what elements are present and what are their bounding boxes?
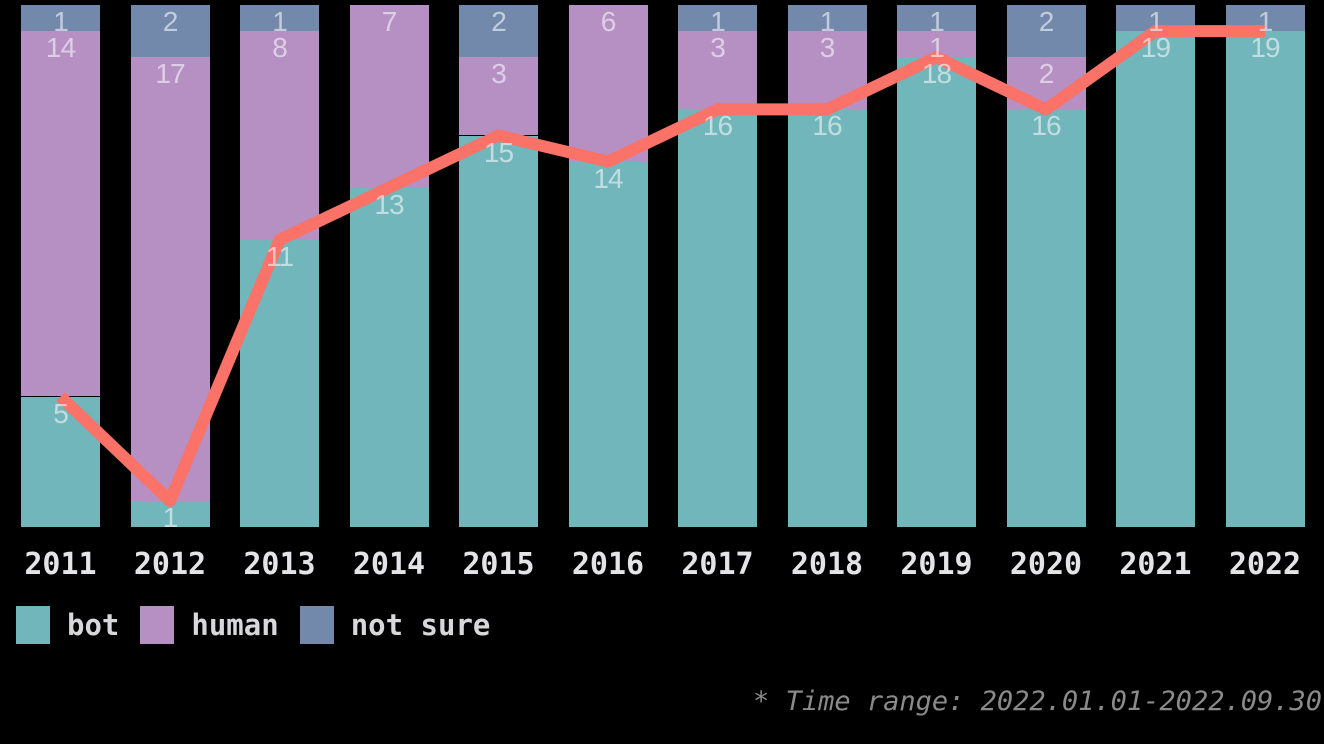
- legend-item-human: human: [140, 606, 279, 644]
- legend-label-human: human: [191, 608, 279, 642]
- legend-item-bot: bot: [16, 606, 119, 644]
- legend-swatch-human: [140, 606, 175, 644]
- legend-swatch-not-sure: [299, 606, 334, 644]
- legend-label-bot: bot: [67, 608, 120, 642]
- legend-label-not-sure: not sure: [350, 608, 491, 642]
- footnote: * Time range: 2022.01.01-2022.09.30: [753, 686, 1322, 717]
- legend-swatch-bot: [16, 606, 50, 644]
- legend-item-not-sure: not sure: [299, 606, 491, 644]
- trend-line-path: [56, 25, 1265, 507]
- legend: bot human not sure: [16, 606, 490, 644]
